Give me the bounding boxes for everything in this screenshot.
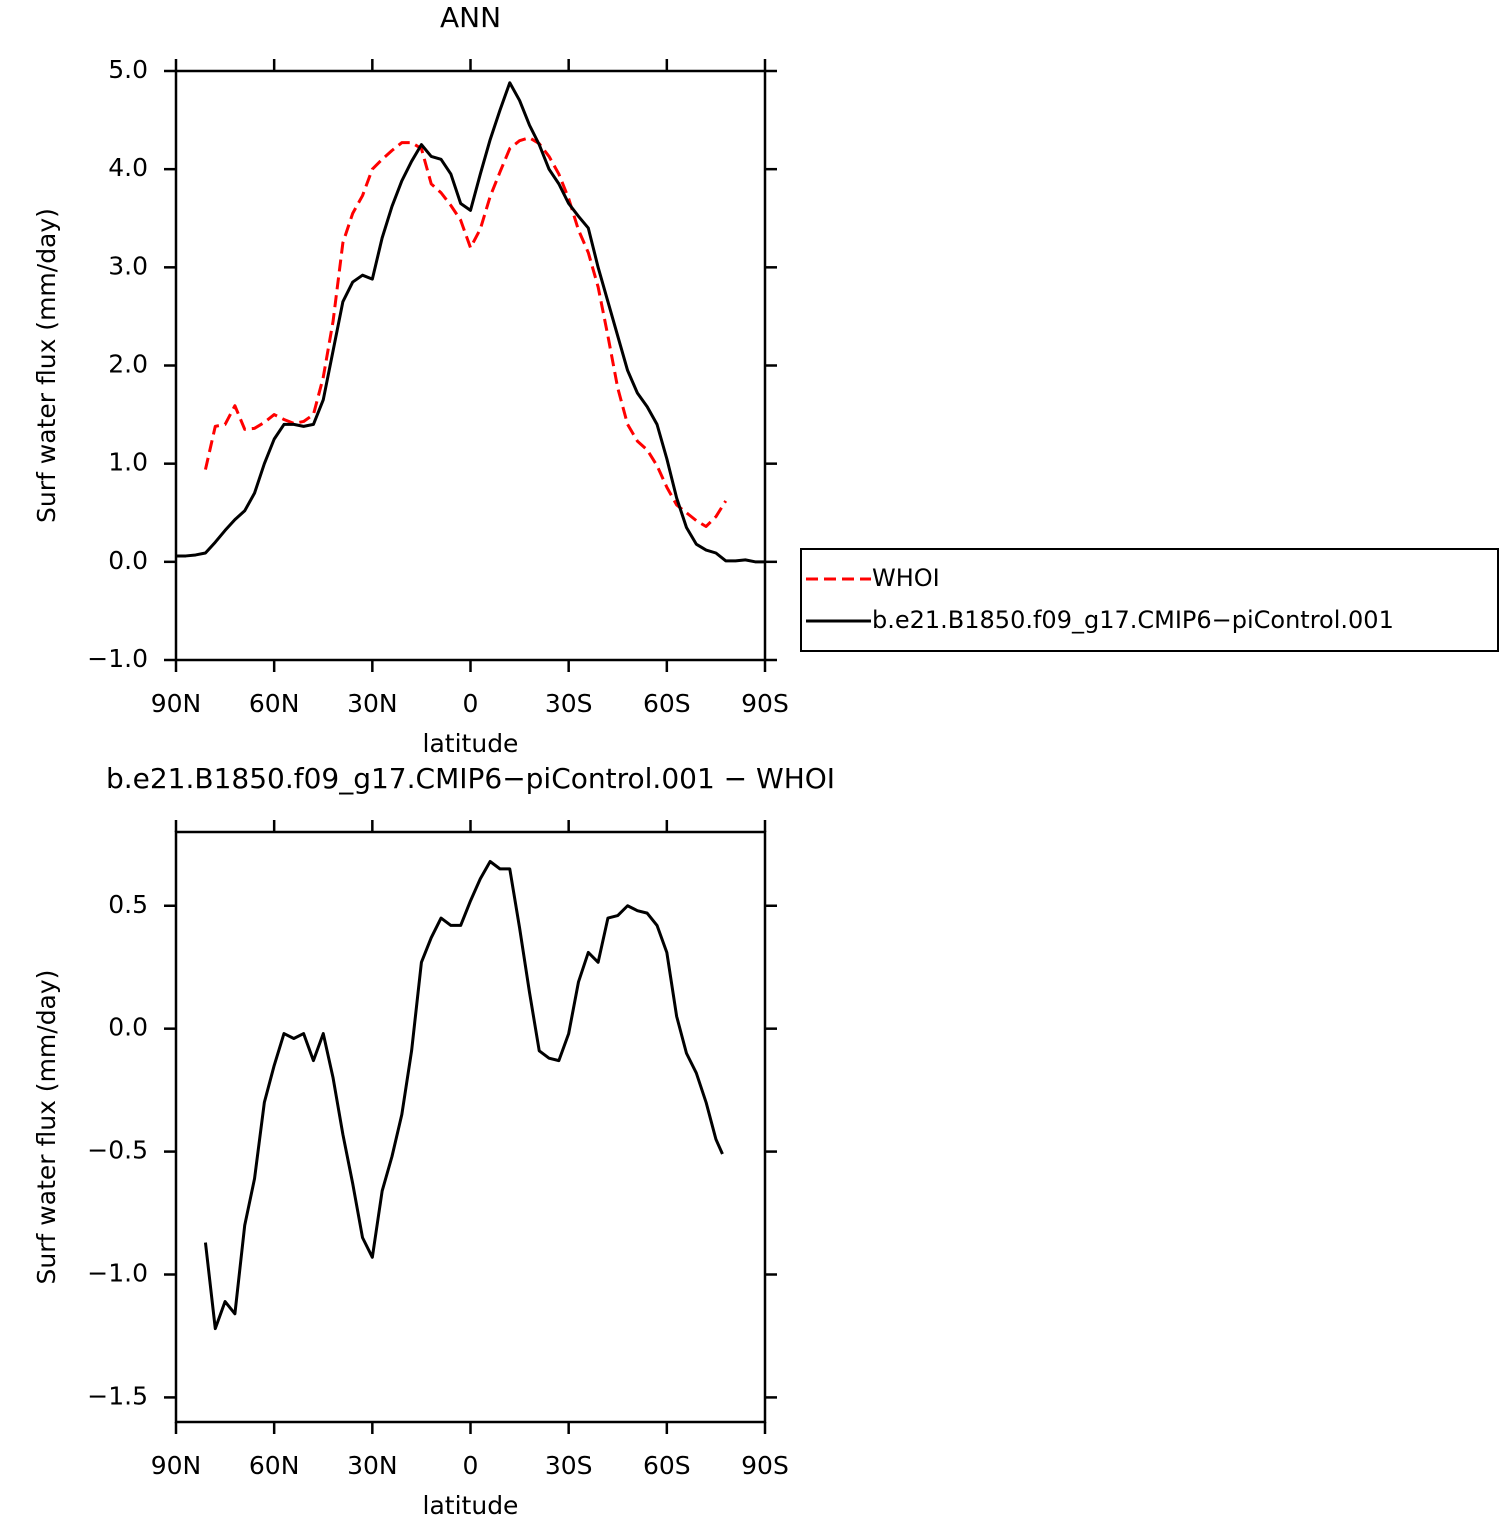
legend-label: WHOI: [872, 564, 940, 592]
x-tick-label: 30S: [545, 689, 593, 718]
plot-frame: [174, 69, 767, 662]
chart-title: ANN: [440, 1, 501, 34]
legend-label: b.e21.B1850.f09_g17.CMIP6−piControl.001: [872, 606, 1394, 634]
x-tick-label: 60N: [249, 1451, 300, 1480]
x-axis-label: latitude: [423, 1491, 519, 1520]
y-tick-label: −0.5: [87, 1136, 148, 1165]
x-tick-label: 90S: [741, 1451, 789, 1480]
y-tick-label: 0.5: [108, 890, 148, 919]
y-tick-label: 0.0: [108, 546, 148, 575]
y-tick-label: −1.5: [87, 1381, 148, 1410]
data-line: [203, 136, 728, 528]
y-tick-label: 2.0: [108, 350, 148, 379]
x-tick-label: 60S: [643, 1451, 691, 1480]
x-tick-label: 90N: [151, 1451, 202, 1480]
x-tick-label: 0: [463, 689, 479, 718]
y-tick-label: 5.0: [108, 55, 148, 84]
x-tick-label: 30N: [347, 1451, 398, 1480]
y-axis-label: Surf water flux (mm/day): [32, 970, 61, 1285]
plot-frame: [174, 830, 767, 1424]
y-tick-label: 1.0: [108, 448, 148, 477]
y-axis-label: Surf water flux (mm/day): [32, 208, 61, 523]
y-tick-label: −1.0: [87, 1259, 148, 1288]
y-tick-label: −1.0: [87, 644, 148, 673]
data-line: [203, 860, 724, 1331]
y-tick-label: 0.0: [108, 1013, 148, 1042]
x-tick-label: 30N: [347, 689, 398, 718]
y-tick-label: 4.0: [108, 153, 148, 182]
x-tick-label: 90S: [741, 689, 789, 718]
chart-title: b.e21.B1850.f09_g17.CMIP6−piControl.001 …: [106, 762, 835, 795]
x-tick-label: 60N: [249, 689, 300, 718]
x-tick-label: 60S: [643, 689, 691, 718]
data-line: [176, 81, 765, 564]
y-tick-label: 3.0: [108, 251, 148, 280]
x-tick-label: 0: [463, 1451, 479, 1480]
x-axis-label: latitude: [423, 729, 519, 758]
legend-box: [800, 548, 1499, 652]
x-tick-label: 90N: [151, 689, 202, 718]
x-tick-label: 30S: [545, 1451, 593, 1480]
